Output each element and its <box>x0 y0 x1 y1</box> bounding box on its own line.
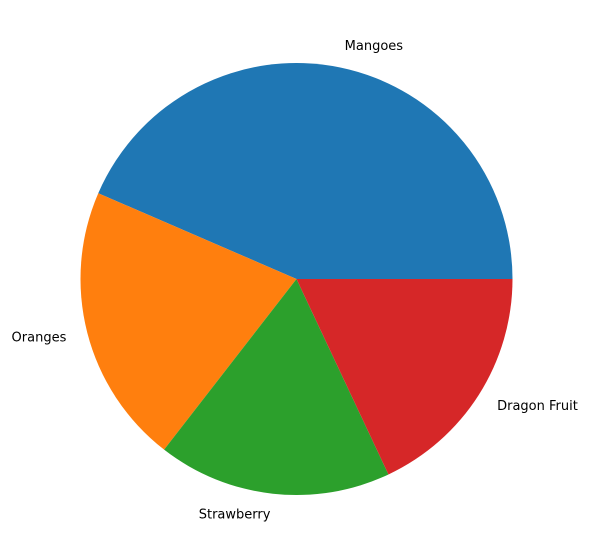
pie-slices <box>80 63 513 495</box>
slice-strawberry <box>164 279 389 495</box>
pie-labels: Mangoes Oranges Strawberry Dragon Fruit <box>12 39 578 523</box>
slice-oranges <box>80 193 297 450</box>
slice-label-mangoes: Mangoes <box>345 39 404 54</box>
slice-label-strawberry: Strawberry <box>199 508 271 523</box>
slice-mangoes <box>98 63 513 280</box>
slice-dragon-fruit <box>296 279 513 475</box>
slice-label-oranges: Oranges <box>12 331 67 346</box>
slice-label-dragon-fruit: Dragon Fruit <box>497 399 578 414</box>
